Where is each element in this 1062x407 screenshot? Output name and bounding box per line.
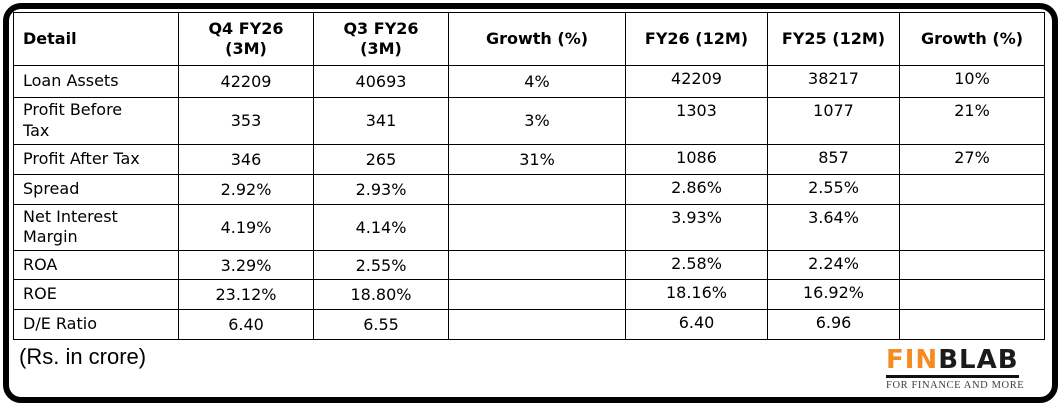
metric-name-cell: ROA: [13, 250, 179, 281]
value-cell: 2.92%: [178, 173, 314, 205]
metric-name: Profit Before Tax: [23, 100, 123, 140]
metric-name: Net Interest Margin: [23, 206, 118, 247]
value-cell: 4.19%: [178, 203, 314, 252]
column-header-label: Q3 FY26 (3M): [343, 19, 419, 58]
column-header-label: Detail: [23, 29, 77, 48]
value-cell: 3.29%: [178, 250, 314, 281]
value-cell: 6.55: [313, 309, 449, 341]
column-header-label: FY26 (12M): [644, 29, 749, 48]
value-cell: 2.55%: [767, 173, 900, 205]
value-cell: 265: [313, 143, 449, 175]
value-cell: 6.96: [767, 309, 900, 341]
metric-name: Profit After Tax: [23, 148, 140, 168]
metric-name: ROA: [23, 254, 58, 274]
financial-results-table: Detail Q4 FY26 (3M) Q3 FY26 (3M) Growth …: [13, 12, 1045, 341]
table-row-loan-assets: Loan Assets 42209 40693 4% 42209 38217 1…: [13, 65, 1045, 98]
table-row-de-ratio: D/E Ratio 6.40 6.55 6.40 6.96: [13, 309, 1045, 341]
value-cell: 857: [767, 143, 900, 175]
metric-name-cell: Spread: [13, 173, 179, 205]
value-cell: [899, 203, 1045, 252]
value-cell: 6.40: [625, 309, 768, 341]
value-cell: [448, 250, 626, 281]
table-row-spread: Spread 2.92% 2.93% 2.86% 2.55%: [13, 173, 1045, 205]
value-cell: [448, 309, 626, 341]
value-cell: 2.55%: [313, 250, 449, 281]
value-cell: 346: [178, 143, 314, 175]
value-cell: 353: [178, 97, 314, 145]
rounded-frame: [3, 3, 1058, 403]
value-cell: 2.86%: [625, 173, 768, 205]
column-header-label: FY25 (12M): [781, 29, 886, 48]
value-cell: 1077: [767, 97, 900, 145]
value-cell: 4.14%: [313, 203, 449, 252]
metric-name: Spread: [23, 178, 80, 198]
column-header-fy25: FY25 (12M): [767, 12, 900, 66]
value-cell: [899, 279, 1045, 311]
table-row-roa: ROA 3.29% 2.55% 2.58% 2.24%: [13, 250, 1045, 281]
column-header-label: Growth (%): [920, 29, 1024, 48]
value-cell: 1303: [625, 97, 768, 145]
value-cell: 3.64%: [767, 203, 900, 252]
value-cell: 4%: [448, 65, 626, 98]
value-cell: 31%: [448, 143, 626, 175]
value-cell: 10%: [899, 65, 1045, 98]
finblab-logo: FINBLAB FOR FINANCE AND MORE: [886, 347, 1029, 391]
table-row-profit-after-tax: Profit After Tax 346 265 31% 1086 857 27…: [13, 143, 1045, 175]
metric-name: D/E Ratio: [23, 314, 97, 334]
value-cell: [899, 309, 1045, 341]
header-row: Detail Q4 FY26 (3M) Q3 FY26 (3M) Growth …: [13, 12, 1045, 66]
metric-name: ROE: [23, 284, 57, 304]
value-cell: 18.80%: [313, 279, 449, 311]
value-cell: 42209: [178, 65, 314, 98]
value-cell: 1086: [625, 143, 768, 175]
value-cell: 38217: [767, 65, 900, 98]
value-cell: 40693: [313, 65, 449, 98]
value-cell: 23.12%: [178, 279, 314, 311]
metric-name-cell: ROE: [13, 279, 179, 311]
value-cell: [448, 279, 626, 311]
metric-name-cell: Loan Assets: [13, 65, 179, 98]
unit-note: (Rs. in crore): [19, 344, 147, 369]
column-header-detail: Detail: [13, 12, 179, 66]
value-cell: 6.40: [178, 309, 314, 341]
table-row-profit-before-tax: Profit Before Tax 353 341 3% 1303 1077 2…: [13, 97, 1045, 145]
column-header-label: Growth (%): [485, 29, 589, 48]
value-cell: 2.58%: [625, 250, 768, 281]
value-cell: 18.16%: [625, 279, 768, 311]
column-header-q4-fy26: Q4 FY26 (3M): [178, 12, 314, 66]
value-cell: 16.92%: [767, 279, 900, 311]
column-header-q3-fy26: Q3 FY26 (3M): [313, 12, 449, 66]
value-cell: [899, 250, 1045, 281]
table-row-roe: ROE 23.12% 18.80% 18.16% 16.92%: [13, 279, 1045, 311]
metric-name-cell: Net Interest Margin: [13, 203, 179, 252]
column-header-fy26: FY26 (12M): [625, 12, 768, 66]
column-header-label: Q4 FY26 (3M): [208, 19, 284, 58]
table-row-net-interest-margin: Net Interest Margin 4.19% 4.14% 3.93% 3.…: [13, 203, 1045, 252]
value-cell: [448, 173, 626, 205]
logo-tagline: FOR FINANCE AND MORE: [886, 380, 1025, 391]
value-cell: 27%: [899, 143, 1045, 175]
value-cell: 341: [313, 97, 449, 145]
value-cell: [448, 203, 626, 252]
value-cell: 2.24%: [767, 250, 900, 281]
value-cell: 2.93%: [313, 173, 449, 205]
value-cell: [899, 173, 1045, 205]
column-header-growth-qoq: Growth (%): [448, 12, 626, 66]
column-header-growth-yoy: Growth (%): [899, 12, 1045, 66]
value-cell: 3.93%: [625, 203, 768, 252]
logo-text-fin: FIN: [886, 345, 939, 375]
value-cell: 3%: [448, 97, 626, 145]
value-cell: 42209: [625, 65, 768, 98]
logo-text-blab: BLAB: [938, 345, 1019, 375]
metric-name-cell: D/E Ratio: [13, 309, 179, 341]
logo-wordmark: FINBLAB: [886, 347, 1019, 378]
metric-name-cell: Profit After Tax: [13, 143, 179, 175]
metric-name-cell: Profit Before Tax: [13, 97, 179, 145]
value-cell: 21%: [899, 97, 1045, 145]
metric-name: Loan Assets: [23, 71, 119, 91]
